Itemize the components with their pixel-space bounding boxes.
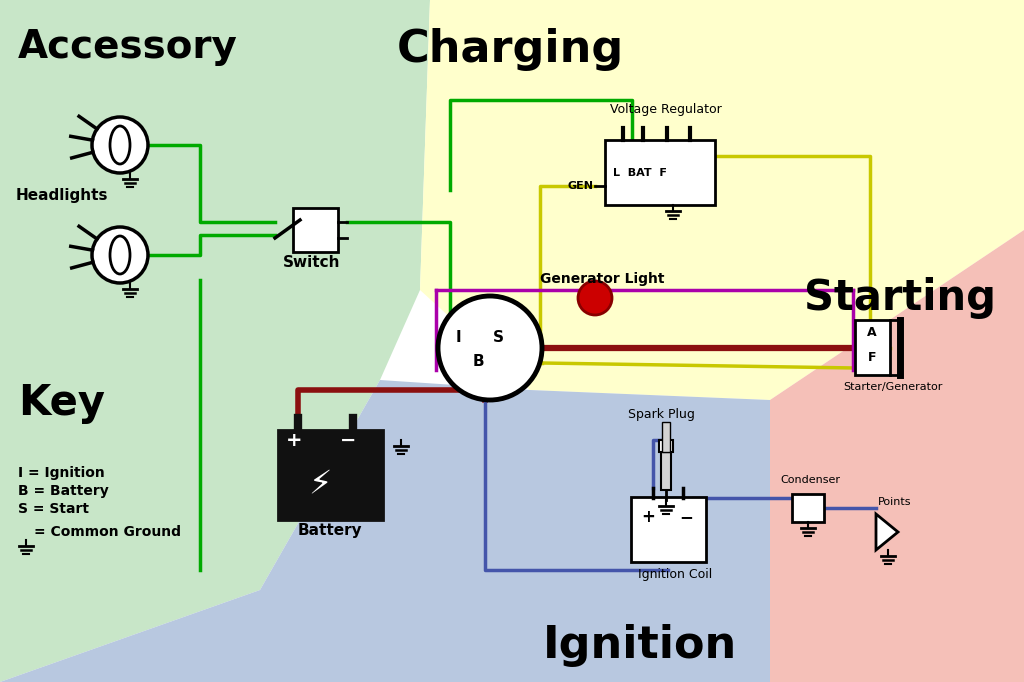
Bar [631, 497, 706, 562]
Polygon shape [0, 0, 430, 682]
Text: Generator Light: Generator Light [540, 272, 665, 286]
Bar [605, 140, 715, 205]
Text: +: + [286, 431, 302, 450]
Polygon shape [420, 0, 1024, 400]
Text: Battery: Battery [298, 523, 362, 538]
Text: Starting: Starting [804, 277, 996, 319]
Text: GEN: GEN [567, 181, 593, 191]
Text: A: A [867, 326, 877, 339]
Text: S: S [493, 330, 504, 345]
Text: Ignition: Ignition [543, 624, 737, 667]
Bar [662, 422, 670, 452]
Text: F: F [867, 351, 877, 364]
Bar [293, 208, 338, 252]
Circle shape [92, 227, 148, 283]
Text: Points: Points [878, 497, 911, 507]
Text: Switch: Switch [283, 255, 341, 270]
Circle shape [438, 296, 542, 400]
Ellipse shape [110, 126, 130, 164]
Bar [792, 494, 824, 522]
Bar [662, 452, 671, 490]
Text: I = Ignition: I = Ignition [18, 466, 104, 480]
Text: S = Start: S = Start [18, 502, 89, 516]
Text: Accessory: Accessory [18, 28, 238, 66]
Text: Charging: Charging [396, 28, 624, 71]
Text: B = Battery: B = Battery [18, 484, 109, 498]
Text: B: B [472, 354, 483, 369]
Text: I: I [456, 330, 461, 345]
Text: Voltage Regulator: Voltage Regulator [610, 103, 722, 116]
Text: L  BAT  F: L BAT F [613, 168, 667, 178]
Text: Starter/Generator: Starter/Generator [843, 382, 942, 392]
Circle shape [92, 117, 148, 173]
Text: Spark Plug: Spark Plug [628, 408, 695, 421]
Text: −: − [340, 431, 356, 450]
Polygon shape [0, 380, 770, 682]
Text: −: − [679, 508, 693, 526]
Polygon shape [876, 514, 898, 550]
Text: ⚡: ⚡ [308, 467, 332, 500]
Bar [855, 320, 890, 375]
Circle shape [578, 281, 612, 315]
Ellipse shape [110, 236, 130, 274]
Polygon shape [770, 230, 1024, 682]
Text: Headlights: Headlights [16, 188, 109, 203]
Text: Key: Key [18, 382, 105, 424]
Text: +: + [641, 508, 655, 526]
Bar [278, 430, 383, 520]
Bar [659, 440, 673, 452]
Text: = Common Ground: = Common Ground [34, 525, 181, 539]
Text: Condenser: Condenser [780, 475, 840, 485]
Text: Ignition Coil: Ignition Coil [638, 568, 713, 581]
